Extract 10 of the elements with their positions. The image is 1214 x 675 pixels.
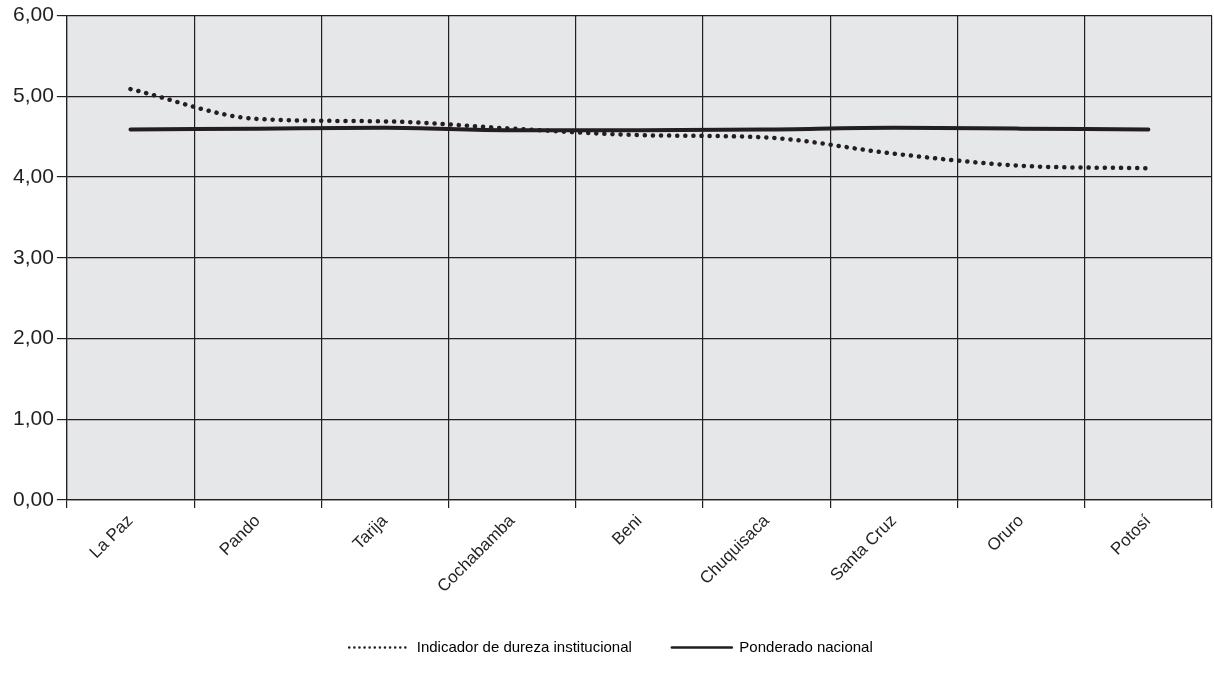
y-tick-label: 0,00 xyxy=(13,486,54,510)
y-tick-label: 2,00 xyxy=(13,325,54,349)
y-tick-label: 6,00 xyxy=(13,2,54,26)
x-tick-label: La Paz xyxy=(85,510,137,562)
y-tick-label: 1,00 xyxy=(13,406,54,430)
y-tick-label: 4,00 xyxy=(13,163,54,187)
y-tick-label: 3,00 xyxy=(13,244,54,268)
y-tick-label: 5,00 xyxy=(13,83,54,107)
legend-label: Ponderado nacional xyxy=(739,637,873,655)
legend-label: Indicador de dureza institucional xyxy=(416,637,632,655)
